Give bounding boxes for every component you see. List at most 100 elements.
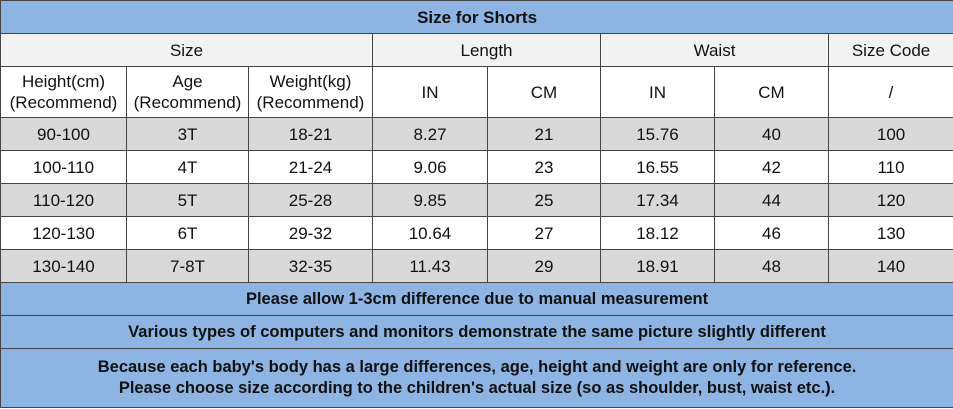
- cell-text: Age: [172, 72, 203, 91]
- cell-text: 120-130: [32, 223, 95, 243]
- data-cell: 23: [487, 150, 601, 184]
- data-cell: 110: [827, 150, 953, 184]
- cell-text: 9.06: [413, 157, 447, 177]
- data-cell: 120: [827, 183, 953, 217]
- data-cell: 9.06: [372, 150, 488, 184]
- cell-text: 17.34: [636, 190, 679, 210]
- column-header: Age (Recommend): [126, 66, 249, 118]
- cell-text: 32-35: [288, 256, 333, 276]
- cell-text: 100: [876, 124, 906, 144]
- note-cell: Various types of computers and monitors …: [0, 315, 953, 349]
- data-cell: 27: [487, 216, 601, 250]
- cell-text: Please choose size according to the chil…: [118, 379, 836, 397]
- cell-text: Various types of computers and monitors …: [128, 322, 826, 341]
- cell-text: 23: [534, 157, 554, 177]
- data-cell: 46: [714, 216, 829, 250]
- cell-text: 18-21: [288, 124, 333, 144]
- data-cell: 9.85: [372, 183, 488, 217]
- cell-text: Height(cm): [21, 72, 106, 91]
- cell-text: 40: [762, 124, 781, 144]
- data-row: 130-140 7-8T 32-35 11.43 29 18.91 48 140: [0, 249, 953, 283]
- cell-text: CM: [758, 82, 785, 102]
- data-row: 120-130 6T 29-32 10.64 27 18.12 46 130: [0, 216, 953, 250]
- data-cell: 100-110: [0, 150, 127, 184]
- data-cell: 4T: [126, 150, 249, 184]
- cell-text: 21-24: [288, 157, 333, 177]
- cell-text: 90-100: [37, 124, 90, 144]
- cell-text: IN: [649, 82, 666, 102]
- cell-text: 4T: [177, 157, 198, 177]
- cell-text: Size for Shorts: [417, 7, 538, 27]
- group-header: Size: [0, 33, 373, 67]
- cell-text: 3T: [177, 124, 198, 144]
- column-header: IN: [372, 66, 488, 118]
- cell-text: 44: [762, 190, 781, 210]
- cell-text: (Recommend): [133, 93, 242, 112]
- cell-text: 18.91: [636, 256, 679, 276]
- cell-text: 42: [762, 157, 781, 177]
- data-cell: 5T: [126, 183, 249, 217]
- title-row: Size for Shorts: [0, 0, 953, 34]
- title-cell: Size for Shorts: [0, 0, 953, 34]
- column-header: IN: [600, 66, 715, 118]
- cell-text: 140: [876, 256, 906, 276]
- data-cell: 120-130: [0, 216, 127, 250]
- cell-text: 29: [534, 256, 554, 276]
- cell-text: CM: [530, 82, 558, 102]
- cell-text: (Recommend): [256, 93, 365, 112]
- cell-text: Because each baby's body has a large dif…: [97, 358, 857, 376]
- data-cell: 21: [487, 117, 601, 151]
- data-cell: 15.76: [600, 117, 715, 151]
- cell-text: Size Code: [851, 40, 931, 60]
- data-cell: 21-24: [248, 150, 373, 184]
- column-header: Weight(kg) (Recommend): [248, 66, 373, 118]
- column-header-row: Height(cm) (Recommend) Age (Recommend) Weigh…: [0, 66, 953, 118]
- column-header: /: [827, 66, 953, 118]
- column-header: Height(cm) (Recommend): [0, 66, 127, 118]
- data-row: 90-100 3T 18-21 8.27 21 15.76 40 100: [0, 117, 953, 151]
- cell-text: 15.76: [636, 124, 679, 144]
- cell-text: 130-140: [32, 256, 95, 276]
- group-header: Size Code: [827, 33, 953, 67]
- cell-text: 25: [534, 190, 554, 210]
- data-cell: 3T: [126, 117, 249, 151]
- cell-text: 6T: [177, 223, 198, 243]
- data-cell: 140: [827, 249, 953, 283]
- cell-text: 27: [534, 223, 554, 243]
- cell-text: 16.55: [636, 157, 679, 177]
- data-cell: 100: [827, 117, 953, 151]
- cell-text: (Recommend): [9, 93, 118, 112]
- group-header: Waist: [600, 33, 829, 67]
- cell-text: 46: [762, 223, 781, 243]
- cell-text: 21: [534, 124, 554, 144]
- cell-text: 5T: [177, 190, 198, 210]
- group-header-row: Size Length Waist Size Code: [0, 33, 953, 67]
- data-cell: 17.34: [600, 183, 715, 217]
- cell-text: Length: [460, 40, 513, 60]
- cell-text: 8.27: [413, 124, 447, 144]
- cell-text: 18.12: [636, 223, 679, 243]
- cell-text: 7-8T: [170, 256, 205, 276]
- group-header: Length: [372, 33, 601, 67]
- cell-text: 25-28: [288, 190, 333, 210]
- data-cell: 130: [827, 216, 953, 250]
- cell-text: 11.43: [409, 256, 451, 276]
- data-cell: 11.43: [372, 249, 488, 283]
- data-cell: 8.27: [372, 117, 488, 151]
- data-cell: 25: [487, 183, 601, 217]
- data-row: 100-110 4T 21-24 9.06 23 16.55 42 110: [0, 150, 953, 184]
- data-cell: 18.12: [600, 216, 715, 250]
- cell-text: 48: [762, 256, 781, 276]
- data-cell: 29-32: [248, 216, 373, 250]
- cell-text: Weight(kg): [269, 72, 352, 91]
- cell-text: 10.64: [408, 223, 452, 243]
- data-cell: 18.91: [600, 249, 715, 283]
- data-cell: 32-35: [248, 249, 373, 283]
- note-row: Because each baby's body has a large dif…: [0, 348, 953, 408]
- cell-text: 120: [876, 190, 906, 210]
- cell-text: 29-32: [288, 223, 333, 243]
- data-row: 110-120 5T 25-28 9.85 25 17.34 44 120: [0, 183, 953, 217]
- column-header: CM: [714, 66, 829, 118]
